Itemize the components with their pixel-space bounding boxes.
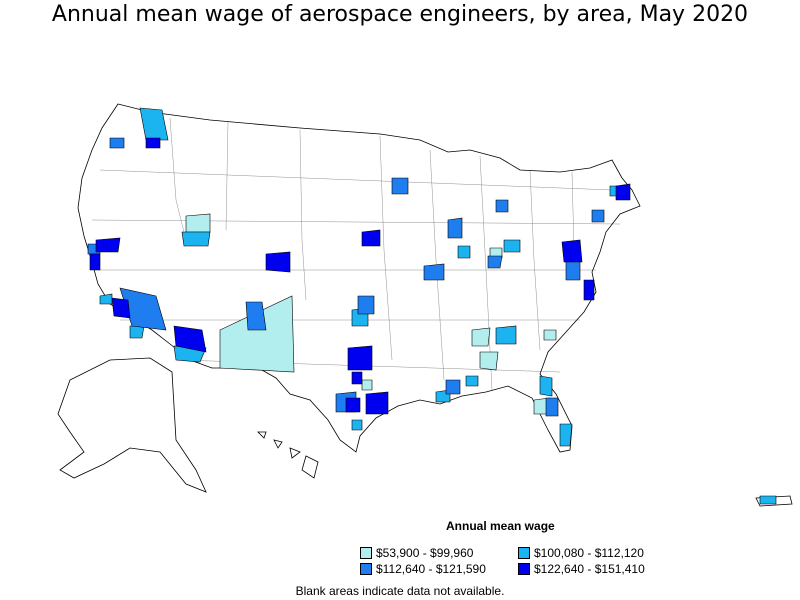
continental-us-outline <box>77 103 641 453</box>
hawaii-outline <box>257 431 319 479</box>
legend-item-tier-4: $122,640 - $151,410 <box>518 562 645 576</box>
legend-swatch <box>518 547 530 559</box>
legend-label: $53,900 - $99,960 <box>376 546 474 560</box>
legend-item-tier-3: $112,640 - $121,590 <box>360 562 486 576</box>
legend-label: $112,640 - $121,590 <box>376 562 486 576</box>
legend-label: $100,080 - $112,120 <box>534 546 644 560</box>
alaska-outline <box>57 357 207 493</box>
map-title: Annual mean wage of aerospace engineers,… <box>51 2 749 27</box>
legend-item-tier-2: $100,080 - $112,120 <box>518 546 644 560</box>
legend-swatch <box>518 563 530 575</box>
legend-title: Annual mean wage <box>446 519 555 533</box>
legend-swatch <box>360 547 372 559</box>
legend-swatch <box>360 563 372 575</box>
legend-label: $122,640 - $151,410 <box>534 562 645 576</box>
legend-item-tier-1: $53,900 - $99,960 <box>360 546 473 560</box>
wage-tier-4-areas <box>89 137 631 415</box>
footnote: Blank areas indicate data not available. <box>295 584 505 598</box>
wage-tier-1-areas <box>185 213 557 415</box>
